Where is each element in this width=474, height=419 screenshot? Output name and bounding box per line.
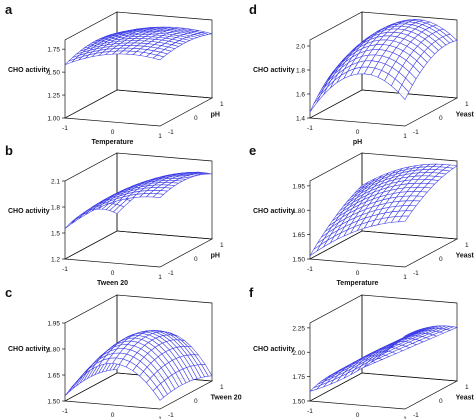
z-tick-label: 1.50 <box>292 257 305 264</box>
x-axis-label: Temperature <box>92 139 134 146</box>
z-tick-label: 2.25 <box>292 325 305 332</box>
surface-cell <box>152 54 165 61</box>
y-axis-label: Yeast extract <box>456 253 474 260</box>
x-tick-label: 0 <box>356 270 360 277</box>
y-tick-label: 0 <box>439 115 443 122</box>
z-axis-label: CHO activity <box>8 208 50 215</box>
x-tick-label: 0 <box>111 129 115 136</box>
y-tick-label: 0 <box>194 398 198 405</box>
y-tick-label: 1 <box>465 101 469 108</box>
z-tick-label: 1.80 <box>292 208 305 215</box>
z-axis-label: CHO activity <box>253 67 295 74</box>
x-tick-label: 0 <box>356 412 360 419</box>
z-tick-label: 1.6 <box>296 92 305 99</box>
x-tick-label: -1 <box>62 125 68 132</box>
panel-label-f: f <box>249 285 254 300</box>
z-tick-label: 1.2 <box>51 257 60 264</box>
z-axis-label: CHO activity <box>8 67 50 74</box>
z-tick-label: 1.50 <box>47 399 60 406</box>
x-tick-label: -1 <box>62 408 68 415</box>
z-tick-label: 1.4 <box>296 116 305 123</box>
x-tick-label: 0 <box>111 270 115 277</box>
y-tick-label: 0 <box>194 115 198 122</box>
y-axis-label: pH <box>211 253 220 260</box>
y-tick-label: -1 <box>168 412 174 419</box>
y-tick-label: 1 <box>220 101 224 108</box>
z-tick-label: 1.65 <box>292 232 305 239</box>
y-tick-label: -1 <box>168 270 174 277</box>
y-axis-label: Yeast extrac <box>456 395 474 402</box>
y-tick-label: 0 <box>194 256 198 263</box>
z-tick-label: 2.00 <box>292 350 305 357</box>
z-tick-label: 1.95 <box>292 183 305 190</box>
surface-cell <box>398 333 409 343</box>
surface-cell <box>152 386 165 401</box>
z-tick-label: 1.8 <box>296 68 305 75</box>
y-tick-label: 1 <box>220 242 224 249</box>
panel-label-e: e <box>249 143 257 158</box>
panel-label-d: d <box>249 2 257 17</box>
back-pane-left <box>64 11 118 119</box>
z-tick-label: 1.5 <box>51 231 60 238</box>
floor-pane <box>63 372 214 410</box>
x-tick-label: -1 <box>307 125 313 132</box>
z-tick-label: 2.1 <box>51 179 60 186</box>
floor-pane <box>308 230 459 268</box>
z-axis-label: CHO activity <box>8 346 50 353</box>
x-tick-label: 1 <box>403 416 407 419</box>
y-tick-label: 1 <box>465 384 469 391</box>
floor-pane <box>308 89 459 127</box>
floor-pane <box>63 230 214 268</box>
y-tick-label: -1 <box>168 129 174 136</box>
x-tick-label: 1 <box>158 274 162 281</box>
panel-label-b: b <box>5 143 13 158</box>
z-tick-label: 1.65 <box>47 373 60 380</box>
y-axis-label: pH <box>211 112 220 119</box>
y-axis-label: Yeast extract <box>456 112 474 119</box>
x-tick-label: 1 <box>403 274 407 281</box>
x-tick-label: -1 <box>62 266 68 273</box>
x-tick-label: 1 <box>403 133 407 140</box>
surface-cell <box>309 94 321 113</box>
y-tick-label: -1 <box>413 412 419 419</box>
floor-pane <box>63 89 214 127</box>
panel-label-a: a <box>5 2 13 17</box>
y-axis-label: Tween 20 <box>211 395 242 402</box>
z-tick-label: 1.95 <box>47 321 60 328</box>
y-tick-label: -1 <box>413 270 419 277</box>
y-tick-label: -1 <box>413 129 419 136</box>
surface-cell <box>397 215 410 223</box>
z-tick-label: 2.0 <box>296 44 305 51</box>
z-tick-label: 1.50 <box>47 70 60 77</box>
y-tick-label: 0 <box>439 398 443 405</box>
y-tick-label: 0 <box>439 256 443 263</box>
z-tick-label: 1.75 <box>47 47 60 54</box>
x-tick-label: 1 <box>158 133 162 140</box>
z-tick-label: 1.8 <box>51 205 60 212</box>
z-tick-label: 1.25 <box>47 93 60 100</box>
z-tick-label: 1.00 <box>47 116 60 123</box>
x-tick-label: 0 <box>111 412 115 419</box>
x-tick-label: 0 <box>356 129 360 136</box>
z-axis-label: CHO activity <box>253 208 295 215</box>
floor-pane <box>308 372 459 410</box>
y-tick-label: 1 <box>465 242 469 249</box>
surface-cell <box>397 84 410 101</box>
x-axis-label: Tween 20 <box>97 280 128 287</box>
x-axis-label: Temperature <box>337 280 379 287</box>
z-axis-label: CHO activity <box>253 346 295 353</box>
x-tick-label: -1 <box>307 408 313 415</box>
y-tick-label: 1 <box>220 384 224 391</box>
z-tick-label: 1.75 <box>292 374 305 381</box>
back-pane-left <box>64 294 118 402</box>
x-axis-label: pH <box>353 139 362 146</box>
z-tick-label: 1.50 <box>292 399 305 406</box>
x-tick-label: 1 <box>158 416 162 419</box>
z-tick-label: 1.80 <box>47 347 60 354</box>
x-tick-label: -1 <box>307 266 313 273</box>
panel-label-c: c <box>5 285 13 300</box>
surface-cell <box>152 193 165 198</box>
